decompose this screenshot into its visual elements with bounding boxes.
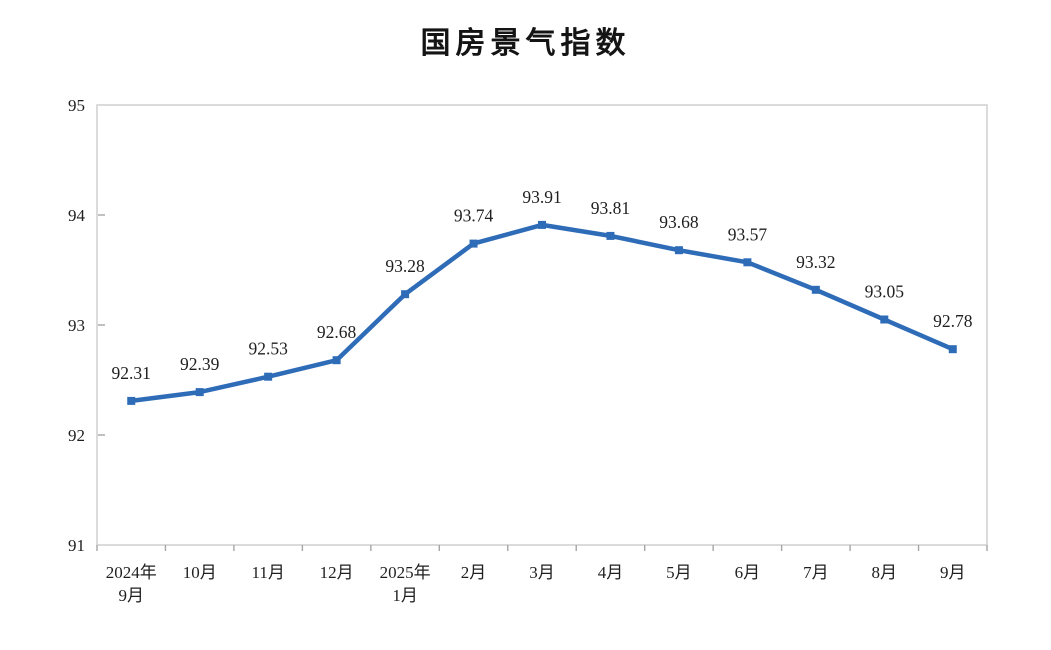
data-point-marker xyxy=(469,239,478,248)
y-axis-tick-label: 92 xyxy=(68,426,85,445)
x-axis-category-label: 11月 xyxy=(251,563,284,582)
x-axis-category-label: 2月 xyxy=(461,563,487,582)
data-point-marker xyxy=(674,246,683,255)
x-axis-category-label: 9月 xyxy=(118,586,144,605)
data-point-marker xyxy=(948,345,957,354)
plot-area-frame xyxy=(96,104,988,546)
data-point-marker xyxy=(606,231,615,240)
x-axis-category-label: 6月 xyxy=(735,563,761,582)
y-axis-tick-label: 95 xyxy=(68,96,85,115)
data-point-marker xyxy=(880,315,889,324)
x-axis-category-label: 9月 xyxy=(940,563,966,582)
data-point-label: 92.31 xyxy=(112,363,151,383)
y-axis-tick-label: 93 xyxy=(68,316,85,335)
x-axis-category-label: 4月 xyxy=(598,563,624,582)
data-point-marker xyxy=(401,290,410,299)
x-axis-category-label: 12月 xyxy=(320,563,354,582)
data-point-label: 93.68 xyxy=(659,212,699,232)
data-point-label: 93.28 xyxy=(385,256,425,276)
x-axis-category-label: 1月 xyxy=(392,586,418,605)
data-point-marker xyxy=(743,258,752,267)
x-axis-category-label: 2024年 xyxy=(106,563,157,582)
data-point-label: 92.68 xyxy=(317,322,357,342)
data-point-marker xyxy=(264,372,273,381)
x-axis-category-label: 7月 xyxy=(803,563,829,582)
data-point-label: 93.91 xyxy=(522,187,561,207)
y-axis-tick-label: 94 xyxy=(68,206,86,225)
x-axis-category-label: 10月 xyxy=(183,563,217,582)
data-point-marker xyxy=(127,396,136,405)
x-axis-category-label: 2025年 xyxy=(380,563,431,582)
data-point-label: 92.78 xyxy=(933,311,973,331)
data-point-marker xyxy=(811,285,820,294)
data-point-label: 92.39 xyxy=(180,354,220,374)
chart-title: 国房景气指数 xyxy=(420,27,631,60)
x-axis-category-label: 5月 xyxy=(666,563,692,582)
data-point-label: 93.74 xyxy=(454,206,494,226)
data-point-label: 93.81 xyxy=(591,198,630,218)
data-point-marker xyxy=(538,220,546,229)
data-point-label: 93.57 xyxy=(728,224,768,244)
data-point-label: 92.53 xyxy=(248,339,288,359)
x-axis-category-label: 3月 xyxy=(529,563,555,582)
x-axis-category-label: 8月 xyxy=(872,563,898,582)
data-point-marker xyxy=(195,388,204,397)
data-point-label: 93.32 xyxy=(796,252,835,272)
data-point-marker xyxy=(332,356,341,365)
y-axis-tick-label: 91 xyxy=(68,536,85,555)
data-point-label: 93.05 xyxy=(865,282,905,302)
